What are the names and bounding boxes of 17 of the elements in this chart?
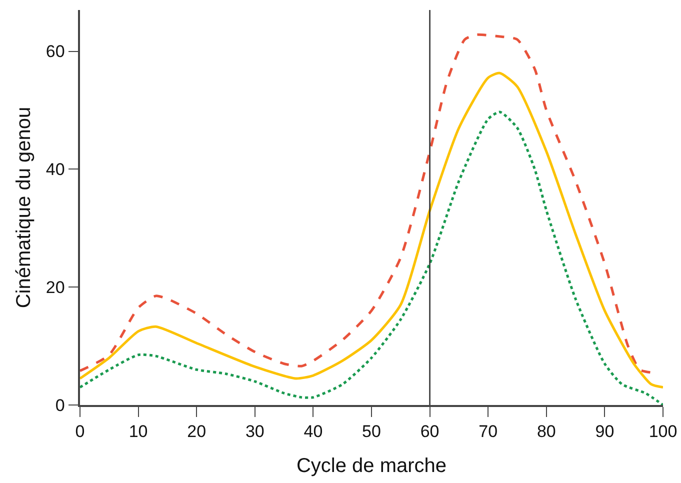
x-tick-label: 30 — [245, 422, 264, 442]
y-axis-title: Cinématique du genou — [12, 106, 35, 308]
y-tick-label: 40 — [46, 160, 65, 180]
x-tick-label: 50 — [362, 422, 381, 442]
y-tick-label: 0 — [55, 396, 65, 415]
x-tick-label: 10 — [128, 422, 148, 442]
x-tick-label: 60 — [420, 422, 440, 442]
x-tick-label: 0 — [75, 422, 85, 442]
x-tick-label: 20 — [187, 422, 206, 442]
x-tick-label: 70 — [478, 422, 498, 442]
y-tick-label: 60 — [46, 42, 65, 62]
x-tick-label: 80 — [536, 422, 556, 442]
y-tick-label: 20 — [46, 278, 65, 298]
x-tick-label: 90 — [595, 422, 614, 442]
x-tick-label: 40 — [304, 422, 323, 442]
x-axis-title: Cycle de marche — [296, 455, 447, 478]
x-tick-label: 100 — [648, 422, 678, 442]
